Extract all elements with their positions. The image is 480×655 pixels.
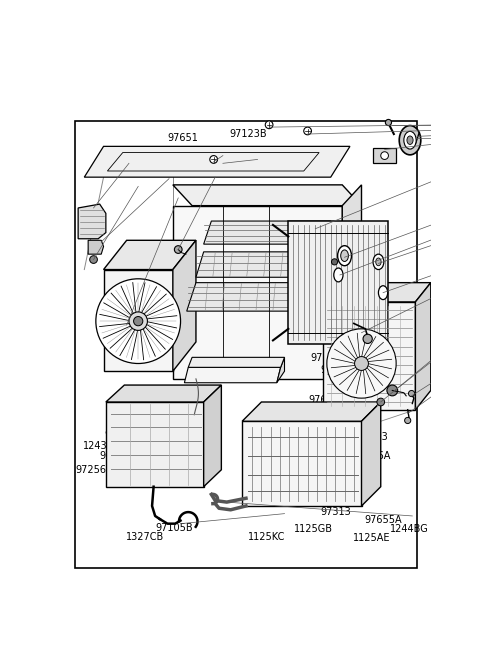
Polygon shape: [373, 148, 396, 163]
Circle shape: [405, 417, 411, 424]
Bar: [288, 221, 388, 345]
Circle shape: [381, 152, 388, 159]
Text: 97313: 97313: [320, 508, 351, 517]
Text: 1125KC: 1125KC: [248, 532, 285, 542]
Polygon shape: [104, 270, 173, 371]
Text: 97235C: 97235C: [320, 365, 358, 375]
Bar: [75, 121, 417, 567]
Polygon shape: [323, 302, 415, 409]
Polygon shape: [78, 204, 106, 239]
Circle shape: [90, 255, 97, 263]
Text: 97115B: 97115B: [340, 337, 378, 346]
Circle shape: [210, 156, 217, 163]
Polygon shape: [173, 206, 342, 379]
Circle shape: [327, 329, 396, 398]
Circle shape: [304, 127, 312, 135]
Polygon shape: [342, 185, 361, 379]
Circle shape: [129, 312, 147, 330]
Polygon shape: [106, 402, 204, 487]
Ellipse shape: [373, 254, 384, 270]
Text: 97614H: 97614H: [309, 395, 347, 405]
Polygon shape: [106, 385, 221, 402]
Ellipse shape: [407, 136, 413, 145]
Text: 97123B: 97123B: [230, 129, 267, 139]
Text: 97105B: 97105B: [156, 523, 193, 533]
Polygon shape: [204, 385, 221, 487]
Polygon shape: [242, 421, 361, 506]
Circle shape: [265, 121, 273, 128]
Text: 97193: 97193: [357, 432, 388, 441]
Text: 97224C: 97224C: [129, 458, 167, 468]
Circle shape: [96, 279, 180, 364]
Polygon shape: [188, 358, 285, 367]
Polygon shape: [187, 283, 315, 311]
Polygon shape: [184, 367, 281, 383]
Ellipse shape: [337, 246, 351, 266]
Polygon shape: [88, 240, 104, 254]
Ellipse shape: [376, 258, 381, 266]
Text: 1244BG: 1244BG: [390, 524, 429, 534]
Text: 97240: 97240: [105, 430, 136, 440]
Circle shape: [387, 385, 398, 396]
Polygon shape: [242, 402, 381, 421]
Text: 97158B: 97158B: [310, 352, 348, 362]
Circle shape: [174, 246, 182, 253]
Text: 97736: 97736: [315, 443, 347, 453]
Ellipse shape: [404, 132, 416, 149]
Text: 97651: 97651: [168, 133, 199, 143]
Circle shape: [133, 316, 143, 326]
Text: 1243BD: 1243BD: [83, 441, 121, 451]
Text: 97611B: 97611B: [262, 466, 299, 476]
Circle shape: [355, 356, 369, 371]
Ellipse shape: [378, 286, 388, 299]
Ellipse shape: [399, 126, 421, 155]
Text: 1125AE: 1125AE: [353, 533, 391, 542]
Text: 1327CB: 1327CB: [126, 532, 164, 542]
Polygon shape: [84, 146, 350, 177]
Circle shape: [408, 390, 415, 397]
Polygon shape: [173, 240, 196, 371]
Text: 97013: 97013: [99, 451, 130, 461]
Polygon shape: [173, 185, 361, 206]
Circle shape: [363, 334, 372, 343]
Polygon shape: [204, 221, 331, 244]
Ellipse shape: [334, 268, 343, 282]
Text: 1125GB: 1125GB: [294, 524, 333, 534]
Polygon shape: [277, 358, 285, 383]
Ellipse shape: [341, 250, 348, 261]
Text: 97655A: 97655A: [364, 515, 402, 525]
Polygon shape: [104, 240, 196, 270]
Polygon shape: [415, 283, 431, 409]
Circle shape: [377, 398, 384, 406]
Polygon shape: [323, 283, 431, 302]
Text: 97113C: 97113C: [345, 346, 383, 356]
Text: 97256D: 97256D: [75, 465, 114, 475]
Circle shape: [332, 259, 337, 265]
Circle shape: [385, 119, 392, 126]
Polygon shape: [196, 252, 323, 277]
Polygon shape: [361, 402, 381, 506]
Text: 97616A: 97616A: [353, 451, 391, 461]
Text: 97726: 97726: [315, 457, 347, 468]
